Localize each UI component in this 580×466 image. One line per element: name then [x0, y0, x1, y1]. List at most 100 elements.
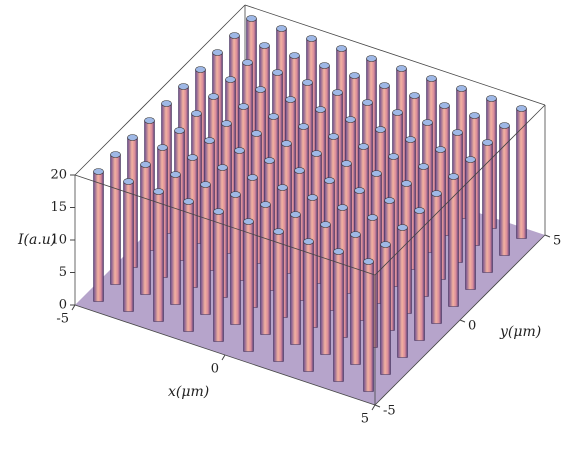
peak-top: [264, 157, 275, 164]
peak-top: [332, 89, 343, 96]
peak-top: [350, 231, 361, 238]
x-axis-label: x(μm): [168, 384, 209, 400]
peak-top: [247, 174, 258, 181]
peak-body: [110, 154, 121, 285]
peak: [333, 248, 344, 382]
peak-body: [260, 204, 271, 335]
y-tick-label: 5: [553, 234, 561, 249]
peak-top: [499, 122, 510, 129]
peak-top: [234, 147, 245, 154]
peak: [320, 221, 331, 355]
peak-top: [238, 103, 249, 110]
peak-top: [276, 25, 287, 32]
peak-top: [273, 228, 284, 235]
peak-top: [341, 160, 352, 167]
peak-top: [315, 106, 326, 113]
peak-top: [183, 198, 194, 205]
peak-top: [465, 156, 476, 163]
peak-top: [285, 96, 296, 103]
y-tick-label: 0: [468, 319, 476, 334]
peak-top: [281, 140, 292, 147]
peak-top: [379, 82, 390, 89]
peak-top: [375, 126, 386, 133]
peak-top: [336, 45, 347, 52]
peak: [170, 171, 181, 305]
peak-body: [230, 194, 241, 325]
peak-top: [127, 134, 138, 141]
peak-top: [307, 194, 318, 201]
z-tick-label: 15: [50, 200, 67, 215]
peak: [213, 208, 224, 342]
y-axis-label: y(μm): [499, 324, 541, 340]
peak-top: [157, 144, 168, 151]
peak-body: [183, 201, 194, 332]
peak-body: [153, 191, 164, 322]
peak: [140, 161, 151, 295]
y-tick: [544, 234, 551, 238]
peak-top: [426, 75, 437, 82]
peak: [363, 258, 374, 392]
peak-top: [371, 170, 382, 177]
peak-top: [333, 248, 344, 255]
peak-top: [362, 99, 373, 106]
peak: [414, 207, 425, 341]
peak-top: [195, 66, 206, 73]
y-tick-label: -5: [383, 404, 396, 419]
peak-top: [409, 92, 420, 99]
peak-top: [251, 130, 262, 137]
peak-top: [212, 49, 223, 56]
peak: [110, 151, 121, 285]
peak-top: [243, 218, 254, 225]
peak: [153, 188, 164, 322]
peak-top: [144, 117, 155, 124]
peak-top: [242, 59, 253, 66]
peak-top: [452, 129, 463, 136]
peak-top: [392, 109, 403, 116]
peak-top: [469, 112, 480, 119]
peak-top: [268, 113, 279, 120]
x-tick-label: 5: [361, 412, 369, 427]
peak-top: [140, 161, 151, 168]
peak-top: [345, 116, 356, 123]
peak-top: [208, 93, 219, 100]
peak-body: [123, 181, 134, 312]
surface: [93, 15, 527, 392]
peak: [260, 201, 271, 335]
peak-top: [328, 133, 339, 140]
peak-top: [358, 143, 369, 150]
box-edge: [374, 104, 546, 276]
peak-top: [414, 207, 425, 214]
peak-top: [456, 85, 467, 92]
peak-top: [225, 76, 236, 83]
peak: [482, 139, 493, 273]
peak-top: [324, 177, 335, 184]
peak-top: [397, 224, 408, 231]
peak-top: [367, 214, 378, 221]
peak-top: [123, 178, 134, 185]
peak-body: [333, 251, 344, 382]
peak-top: [422, 119, 433, 126]
peak-top: [230, 191, 241, 198]
peak: [448, 173, 459, 307]
peak-top: [217, 164, 228, 171]
peak-top: [255, 86, 266, 93]
peak: [230, 191, 241, 325]
peak: [123, 178, 134, 312]
peak-top: [486, 95, 497, 102]
peak: [465, 156, 476, 290]
peak-top: [320, 221, 331, 228]
y-tick: [459, 319, 466, 323]
peak-top: [290, 211, 301, 218]
peak-body: [303, 241, 314, 372]
peak-top: [221, 120, 232, 127]
y-tick: [374, 404, 381, 408]
peak: [200, 181, 211, 315]
peak: [273, 228, 284, 362]
peak-top: [153, 188, 164, 195]
peak-top: [213, 208, 224, 215]
peak-top: [110, 151, 121, 158]
box-edge: [244, 4, 546, 106]
peak: [499, 122, 510, 256]
peak-body: [350, 234, 361, 365]
